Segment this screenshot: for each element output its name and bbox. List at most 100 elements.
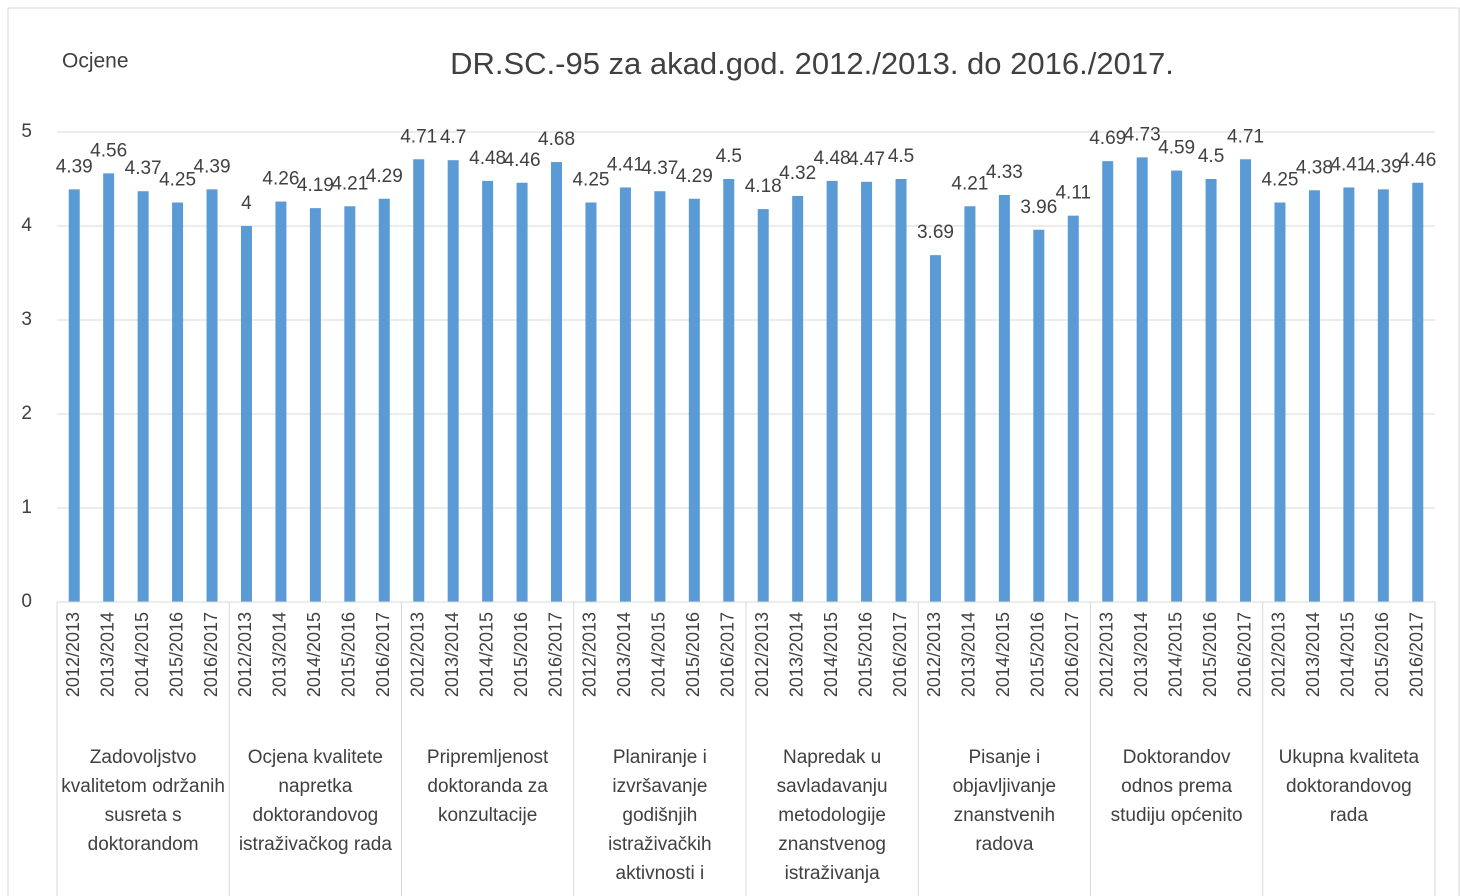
y-axis-label: Ocjene xyxy=(62,50,129,73)
group-label: Planiranje i izvršavanje godišnjih istra… xyxy=(608,747,712,884)
bar xyxy=(654,191,666,602)
bar xyxy=(1377,189,1389,602)
x-tick-label: 2015/2016 xyxy=(1028,612,1048,697)
x-tick-label: 2012/2013 xyxy=(752,612,772,697)
data-label: 4.71 xyxy=(400,126,437,147)
bar xyxy=(137,191,149,602)
data-label: 4.48 xyxy=(814,148,851,169)
chart-frame xyxy=(7,7,1460,896)
bar xyxy=(723,179,735,602)
bar xyxy=(309,208,321,602)
bar xyxy=(447,160,459,602)
group-label: Ocjena kvalitete napretka doktorandovog … xyxy=(238,747,392,855)
x-tick-label: 2014/2015 xyxy=(304,612,324,697)
bar xyxy=(103,173,115,603)
bar xyxy=(861,181,873,602)
x-tick-label: 2012/2013 xyxy=(1269,612,1289,697)
bar xyxy=(1067,215,1079,602)
data-label: 4.33 xyxy=(986,162,1023,183)
x-tick-label: 2015/2016 xyxy=(683,612,703,697)
bar xyxy=(929,255,941,602)
bar xyxy=(964,206,976,602)
bar xyxy=(482,180,494,602)
bar xyxy=(688,198,700,603)
data-label: 4.29 xyxy=(676,166,713,187)
bar xyxy=(206,189,218,602)
x-tick-label: 2015/2016 xyxy=(166,612,186,697)
x-tick-label: 2016/2017 xyxy=(201,612,221,697)
x-tick-label: 2013/2014 xyxy=(270,612,290,697)
bar xyxy=(1205,179,1217,602)
data-label: 3.96 xyxy=(1020,197,1057,218)
x-tick-label: 2016/2017 xyxy=(1062,612,1082,697)
data-label: 4.56 xyxy=(90,140,127,161)
group-label: Doktorandov odnos prema studiju općenito xyxy=(1110,747,1243,826)
data-label: 4.39 xyxy=(1365,156,1402,177)
x-tick-label: 2015/2016 xyxy=(339,612,359,697)
data-label: 4.59 xyxy=(1158,138,1195,159)
y-tick-label: 5 xyxy=(21,121,32,142)
x-tick-label: 2016/2017 xyxy=(1234,612,1254,697)
x-tick-label: 2013/2014 xyxy=(786,612,806,697)
x-tick-label: 2012/2013 xyxy=(1096,612,1116,697)
data-label: 4 xyxy=(241,193,252,214)
y-tick-label: 0 xyxy=(21,591,32,612)
y-tick-label: 3 xyxy=(21,309,32,330)
bar xyxy=(757,209,769,602)
bar xyxy=(895,179,907,602)
data-label: 3.69 xyxy=(917,222,954,243)
x-tick-label: 2014/2015 xyxy=(476,612,496,697)
group-label: Pripremljenost doktoranda za konzultacij… xyxy=(426,747,549,826)
bar xyxy=(516,182,528,602)
bar xyxy=(378,198,390,603)
x-tick-label: 2012/2013 xyxy=(580,612,600,697)
group-label: Zadovoljstvo kvalitetom održanih susreta… xyxy=(61,747,225,855)
data-label: 4.11 xyxy=(1055,183,1091,204)
bar xyxy=(585,202,597,602)
bar xyxy=(1136,157,1148,602)
bar xyxy=(1274,202,1286,602)
x-tick-label: 2015/2016 xyxy=(855,612,875,697)
bar xyxy=(240,226,252,602)
x-tick-label: 2013/2014 xyxy=(97,612,117,697)
data-label: 4.39 xyxy=(194,156,231,177)
bar xyxy=(551,162,563,602)
data-label: 4.69 xyxy=(1089,128,1126,149)
bar xyxy=(1240,159,1252,602)
data-label: 4.25 xyxy=(159,170,196,191)
x-tick-label: 2013/2014 xyxy=(1131,612,1151,697)
data-label: 4.37 xyxy=(125,158,162,179)
bar xyxy=(68,189,80,602)
data-label: 4.37 xyxy=(641,158,678,179)
y-tick-label: 4 xyxy=(21,215,32,236)
x-tick-label: 2012/2013 xyxy=(235,612,255,697)
data-label: 4.32 xyxy=(779,163,816,184)
bar xyxy=(1412,182,1424,602)
bar xyxy=(1308,190,1320,602)
x-tick-label: 2014/2015 xyxy=(821,612,841,697)
x-tick-label: 2013/2014 xyxy=(959,612,979,697)
data-label: 4.39 xyxy=(56,156,93,177)
group-label: Napredak u savladavanju metodologije zna… xyxy=(776,747,888,884)
bar xyxy=(998,194,1010,603)
x-tick-label: 2015/2016 xyxy=(1200,612,1220,697)
bar xyxy=(1033,229,1045,602)
bar xyxy=(413,159,425,602)
x-tick-label: 2013/2014 xyxy=(1303,612,1323,697)
x-tick-label: 2012/2013 xyxy=(924,612,944,697)
x-tick-label: 2012/2013 xyxy=(407,612,427,697)
bar xyxy=(172,202,184,602)
data-label: 4.47 xyxy=(848,149,885,170)
data-label: 4.5 xyxy=(1198,146,1224,167)
data-label: 4.48 xyxy=(469,148,506,169)
x-tick-label: 2016/2017 xyxy=(1407,612,1427,697)
data-label: 4.19 xyxy=(297,175,334,196)
data-label: 4.29 xyxy=(366,166,403,187)
bar xyxy=(619,187,631,602)
data-label: 4.21 xyxy=(951,173,988,194)
data-label: 4.46 xyxy=(504,150,541,171)
x-tick-label: 2014/2015 xyxy=(649,612,669,697)
data-label: 4.71 xyxy=(1227,126,1264,147)
x-tick-label: 2014/2015 xyxy=(1338,612,1358,697)
